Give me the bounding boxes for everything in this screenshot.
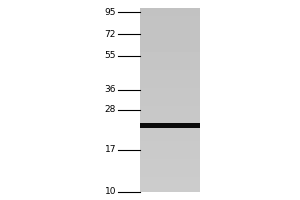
Text: kDa: kDa: [98, 0, 116, 2]
Text: 10: 10: [104, 188, 116, 196]
Text: 95: 95: [104, 8, 116, 17]
Text: 36: 36: [104, 85, 116, 94]
Text: 28: 28: [105, 105, 116, 114]
Text: 17: 17: [104, 145, 116, 154]
Text: 55: 55: [104, 51, 116, 60]
Text: 72: 72: [105, 30, 116, 39]
Bar: [140, 123, 200, 128]
